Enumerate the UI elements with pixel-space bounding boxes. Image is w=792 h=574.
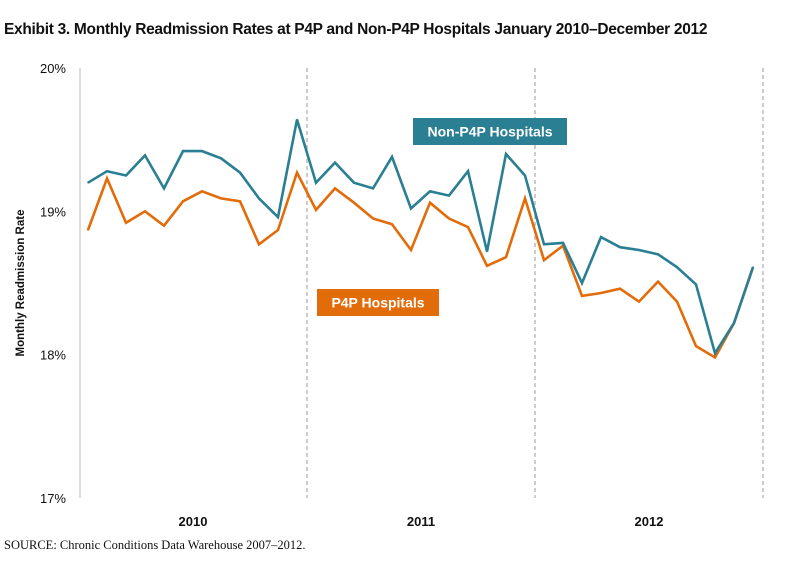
data-point [752, 266, 754, 269]
data-point [106, 177, 108, 180]
source-note: SOURCE: Chronic Conditions Data Warehous… [4, 538, 306, 552]
data-point [220, 197, 222, 200]
data-point [505, 256, 507, 259]
data-point [239, 171, 241, 174]
data-point [106, 170, 108, 172]
series-label-box [413, 118, 567, 145]
data-point [467, 170, 469, 172]
data-point [182, 150, 184, 152]
data-point [524, 174, 526, 177]
series-line [86, 169, 755, 360]
data-point [486, 250, 488, 253]
data-point [410, 207, 412, 210]
data-point [277, 216, 279, 218]
data-point [448, 217, 450, 220]
data-point [163, 224, 165, 227]
data-point [657, 280, 659, 283]
x-year-label: 2012 [635, 514, 664, 529]
data-point [695, 283, 697, 286]
data-point [391, 223, 393, 226]
data-point [562, 242, 564, 244]
x-year-label: 2010 [179, 514, 208, 529]
data-point [581, 295, 583, 297]
data-point [695, 345, 697, 347]
data-point [87, 229, 89, 231]
data-point [315, 181, 317, 184]
data-point [714, 356, 716, 359]
data-point [258, 243, 260, 246]
data-point [543, 243, 545, 246]
data-point [220, 157, 222, 160]
data-point [239, 200, 241, 203]
data-point [714, 352, 716, 355]
data-point [296, 171, 298, 174]
data-point [429, 190, 431, 193]
data-point [277, 229, 279, 231]
data-point [676, 266, 678, 269]
data-point [296, 118, 298, 121]
data-point [372, 187, 374, 190]
y-axis-title: Monthly Readmission Rate [15, 210, 27, 357]
data-point [657, 253, 659, 256]
y-tick-label: 18% [40, 348, 66, 363]
y-tick-label: 19% [40, 204, 66, 219]
y-tick-label: 17% [40, 491, 66, 506]
data-point [353, 181, 355, 184]
data-point [334, 187, 336, 190]
series-line [87, 119, 755, 357]
data-point [486, 265, 488, 267]
data-point [144, 210, 146, 213]
data-point [676, 300, 678, 303]
data-point [505, 153, 507, 155]
x-year-label: 2011 [407, 514, 435, 529]
data-point [600, 236, 602, 238]
data-point [448, 194, 450, 197]
data-point [600, 292, 602, 294]
data-point [372, 217, 374, 220]
data-point [182, 200, 184, 203]
data-point [353, 201, 355, 204]
data-point [524, 197, 526, 200]
data-point [619, 287, 621, 290]
data-point [201, 190, 203, 193]
data-point [315, 209, 317, 211]
chart-title: Exhibit 3. Monthly Readmission Rates at … [4, 21, 708, 38]
y-tick-label: 20% [40, 61, 66, 76]
data-point [581, 282, 583, 284]
data-point [125, 222, 127, 224]
data-point [733, 322, 735, 324]
data-point [334, 161, 336, 164]
data-point [410, 249, 412, 251]
data-point [638, 249, 640, 251]
data-point [638, 300, 640, 303]
data-point [125, 174, 127, 177]
series-label-box [317, 289, 439, 316]
data-point [163, 187, 165, 190]
data-point [87, 181, 89, 184]
series-label: P4P Hospitals [331, 295, 424, 311]
data-point [429, 201, 431, 204]
data-point [619, 246, 621, 248]
data-point [201, 150, 203, 152]
data-point [258, 197, 260, 200]
data-point [467, 226, 469, 228]
data-point [144, 154, 146, 157]
series-label: Non-P4P Hospitals [428, 124, 553, 140]
data-point [543, 259, 545, 261]
data-point [391, 156, 393, 158]
